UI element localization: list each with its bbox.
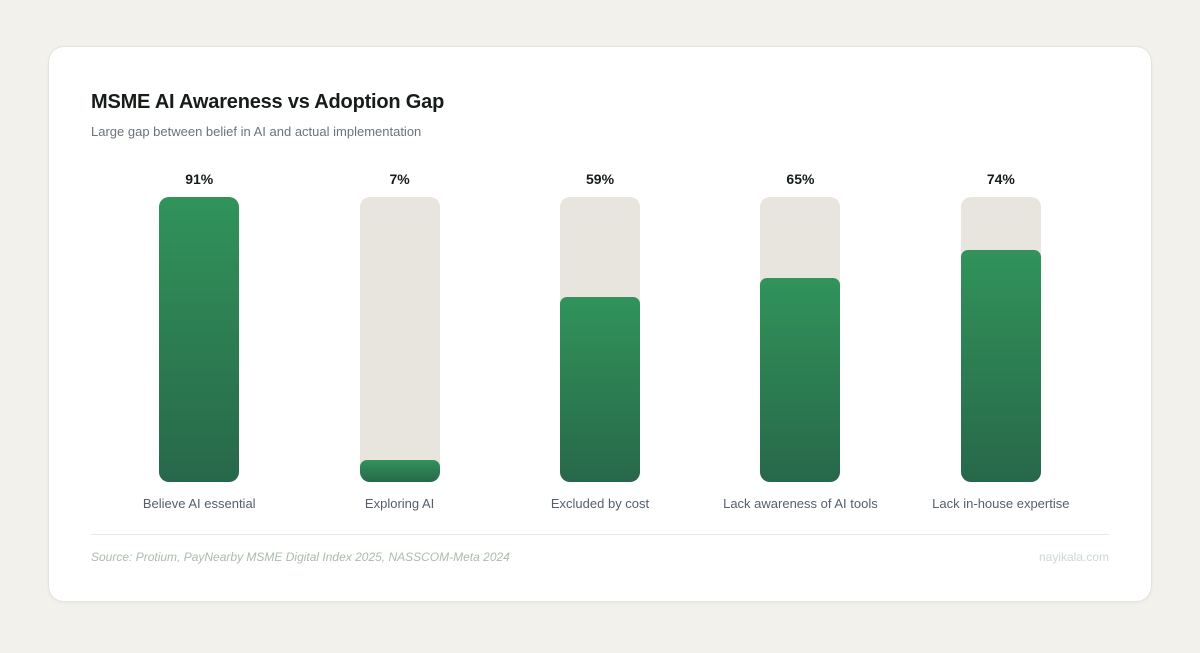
bar-category-label: Exploring AI bbox=[364, 496, 435, 511]
bar-category-label: Lack awareness of AI tools bbox=[723, 496, 878, 511]
chart-subtitle: Large gap between belief in AI and actua… bbox=[91, 124, 422, 139]
bar-fill bbox=[960, 250, 1041, 482]
bar-track bbox=[159, 197, 240, 482]
bar-group: 7% Exploring AI bbox=[299, 170, 499, 512]
bar-value-label: 59% bbox=[586, 171, 615, 187]
bar-track bbox=[960, 197, 1041, 482]
chart-card: MSME AI Awareness vs Adoption Gap Large … bbox=[48, 46, 1152, 602]
chart-title: MSME AI Awareness vs Adoption Gap bbox=[91, 91, 445, 113]
bar-group: 74% Lack in-house expertise bbox=[901, 170, 1101, 512]
bar-value-label: 65% bbox=[786, 171, 815, 187]
bar-category-label: Believe AI essential bbox=[142, 496, 256, 511]
bar-track bbox=[760, 197, 841, 482]
bar-track bbox=[359, 197, 440, 482]
bar-group: 59% Excluded by cost bbox=[500, 170, 700, 512]
footer: Source: Protium, PayNearby MSME Digital … bbox=[91, 550, 1109, 564]
bar-value-label: 91% bbox=[185, 171, 214, 187]
bar-category-label: Lack in-house expertise bbox=[932, 496, 1070, 511]
bar-track bbox=[560, 197, 641, 482]
footer-divider bbox=[91, 534, 1109, 535]
bar-fill bbox=[760, 278, 841, 482]
bar-chart: 91% Believe AI essential 7% Exploring AI 59%… bbox=[91, 170, 1109, 512]
source-text: Source: Protium, PayNearby MSME Digital … bbox=[91, 550, 510, 564]
bar-value-label: 7% bbox=[389, 171, 410, 187]
bar-fill bbox=[359, 460, 440, 482]
bar-value-label: 74% bbox=[986, 171, 1015, 187]
bar-fill bbox=[560, 297, 641, 482]
bar-group: 91% Believe AI essential bbox=[99, 170, 299, 512]
bar-fill bbox=[159, 197, 240, 482]
bar-group: 65% Lack awareness of AI tools bbox=[700, 170, 900, 512]
bar-category-label: Excluded by cost bbox=[550, 496, 650, 511]
watermark-text: nayikala.com bbox=[1038, 550, 1109, 564]
